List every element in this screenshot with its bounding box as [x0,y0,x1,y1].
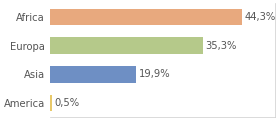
Text: 19,9%: 19,9% [138,69,170,79]
Bar [50,9,242,25]
Bar [50,37,202,54]
Bar [50,66,136,83]
Text: 0,5%: 0,5% [54,98,80,108]
Bar [50,95,52,111]
Text: 44,3%: 44,3% [244,12,276,22]
Text: 35,3%: 35,3% [205,41,237,51]
